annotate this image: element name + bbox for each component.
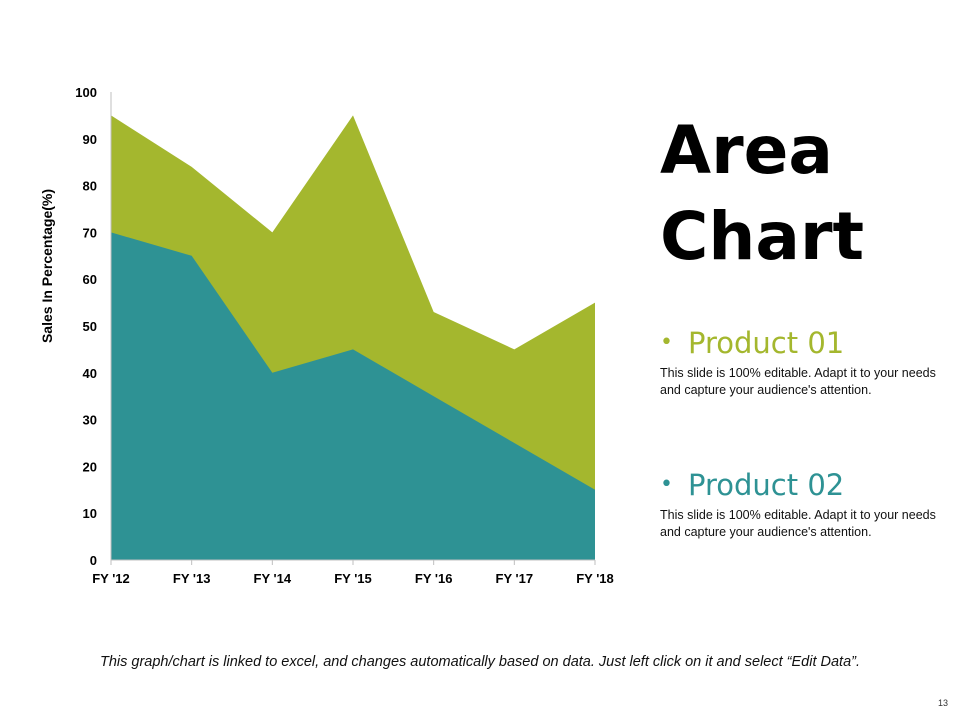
- title-line-1: Area: [660, 112, 833, 189]
- x-tick-label: FY '16: [415, 571, 453, 586]
- product-01-description: This slide is 100% editable. Adapt it to…: [660, 366, 936, 397]
- x-tick-label: FY '17: [496, 571, 534, 586]
- y-tick-labels: 0 10 20 30 40 50 60 70 80 90 100: [75, 85, 97, 568]
- x-tick-labels: FY '12 FY '13 FY '14 FY '15 FY '16 FY '17 FY '…: [92, 560, 614, 586]
- product-01-block: • Product 01 This slide is 100% editable.…: [660, 325, 950, 398]
- chart-areas: [111, 115, 595, 561]
- y-tick-label: 80: [83, 179, 97, 194]
- title-line-2: Chart: [660, 198, 865, 275]
- y-tick-label: 50: [83, 319, 97, 334]
- y-tick-label: 0: [90, 553, 97, 568]
- footer-note: This graph/chart is linked to excel, and…: [99, 654, 861, 670]
- bullet-icon: •: [660, 330, 673, 355]
- bullet-icon: •: [660, 472, 673, 497]
- product-02-heading: Product 02: [688, 468, 845, 502]
- x-tick-label: FY '18: [576, 571, 614, 586]
- y-tick-label: 30: [83, 413, 97, 428]
- product-01-heading: Product 01: [688, 326, 845, 360]
- page-number: 13: [937, 698, 948, 708]
- y-tick-label: 90: [83, 132, 97, 147]
- y-tick-label: 70: [83, 225, 97, 240]
- x-tick-label: FY '12: [92, 571, 130, 586]
- y-tick-label: 10: [83, 506, 97, 521]
- y-tick-label: 40: [83, 366, 97, 381]
- slide-title: Area Chart: [660, 108, 950, 280]
- y-tick-label: 20: [83, 459, 97, 474]
- y-axis-title: Sales In Percentage(%): [39, 189, 55, 343]
- y-tick-label: 100: [75, 85, 97, 100]
- x-tick-label: FY '14: [254, 571, 292, 586]
- x-tick-label: FY '13: [173, 571, 211, 586]
- product-02-description: This slide is 100% editable. Adapt it to…: [660, 508, 936, 539]
- y-tick-label: 60: [83, 272, 97, 287]
- x-tick-label: FY '15: [334, 571, 372, 586]
- area-series-product-02: [111, 232, 595, 560]
- product-02-block: • Product 02 This slide is 100% editable.…: [660, 467, 950, 540]
